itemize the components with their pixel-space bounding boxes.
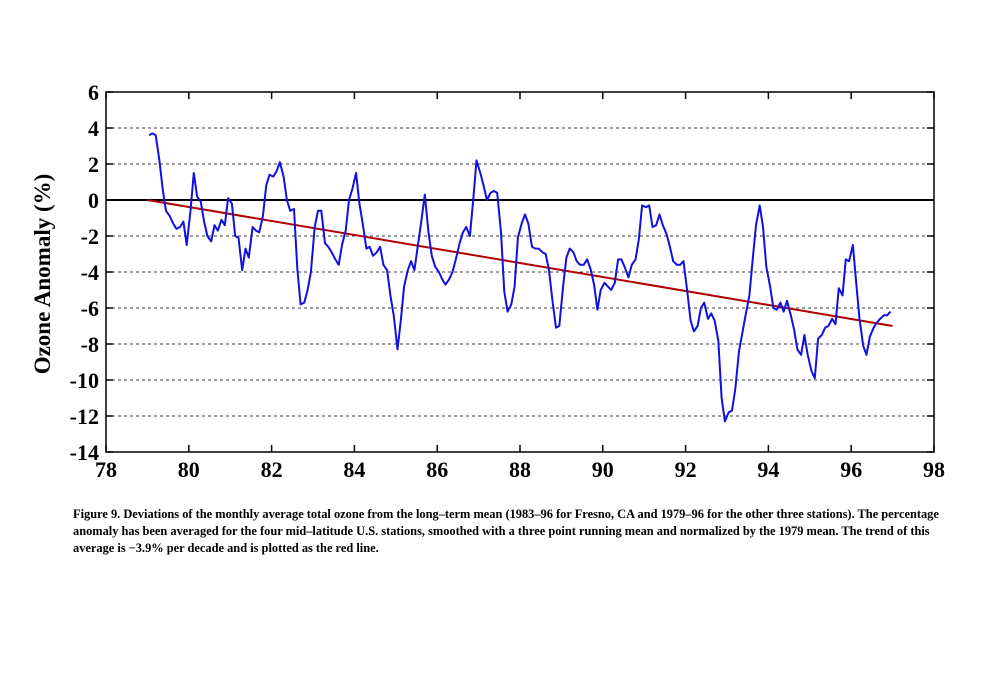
x-tick-label: 92: [675, 457, 697, 482]
x-tick-label: 88: [509, 457, 531, 482]
y-tick-label: -8: [81, 332, 99, 357]
y-axis-title: Ozone Anomaly (%): [30, 174, 55, 375]
ozone-anomaly-series: [148, 132, 892, 423]
figure-caption: Figure 9. Deviations of the monthly aver…: [73, 507, 939, 555]
x-tick-label: 98: [923, 457, 945, 482]
y-tick-label: -12: [70, 404, 99, 429]
x-tick-label: 84: [343, 457, 365, 482]
y-tick-label: 6: [88, 80, 99, 105]
x-tick-label: 82: [261, 457, 283, 482]
x-tick-label: 78: [95, 457, 117, 482]
y-tick-label: -6: [81, 296, 99, 321]
x-tick-label: 86: [426, 457, 448, 482]
y-tick-label: -14: [70, 440, 99, 465]
x-axis-tick-labels: 78 80 82 84 86 88 90 92 94 96 98: [95, 457, 945, 482]
y-tick-label: -10: [70, 368, 99, 393]
x-tick-label: 90: [592, 457, 614, 482]
x-tick-label: 96: [840, 457, 862, 482]
y-tick-label: 2: [88, 152, 99, 177]
x-tick-label: 80: [178, 457, 200, 482]
x-tick-label: 94: [757, 457, 779, 482]
axis-ticks: [105, 91, 935, 453]
y-axis-tick-labels: 6 4 2 0 -2 -4 -6 -8 -10 -12 -14: [70, 80, 99, 465]
y-tick-label: 0: [88, 188, 99, 213]
ozone-anomaly-chart: 6 4 2 0 -2 -4 -6 -8 -10 -12 -14 78 80 82 84 86 88 90 92 94…: [30, 80, 945, 482]
y-tick-label: -2: [81, 224, 99, 249]
y-tick-label: 4: [88, 116, 99, 141]
trend-line-series: [147, 199, 893, 327]
grid-lines: [106, 127, 934, 417]
y-tick-label: -4: [81, 260, 99, 285]
